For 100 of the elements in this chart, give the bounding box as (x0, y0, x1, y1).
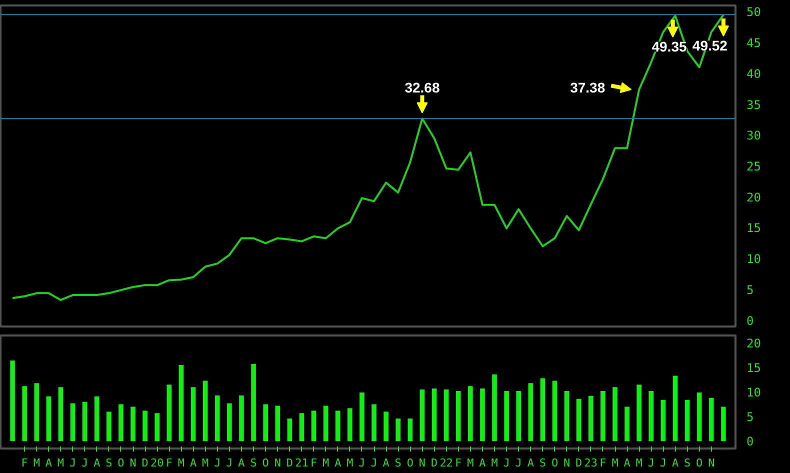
bar (468, 386, 473, 442)
x-tick-label: J (214, 456, 221, 470)
annotation: 49.52 (692, 38, 728, 54)
bar (118, 404, 124, 442)
bar (275, 406, 280, 442)
x-tick-label: M (636, 456, 643, 470)
y-tick-label: 10 (746, 252, 761, 266)
x-tick-label: F (21, 456, 28, 470)
x-tick-label: S (684, 456, 691, 470)
bar (660, 400, 666, 442)
bar (82, 402, 88, 442)
bar (384, 412, 388, 442)
x-tick-label: D (286, 456, 293, 470)
x-tick-label: N (708, 456, 715, 470)
x-tick-label: M (322, 456, 330, 470)
bar (456, 391, 461, 442)
x-tick-label: 20 (150, 456, 164, 470)
x-tick-label: A (527, 456, 534, 470)
bar (480, 388, 485, 442)
x-tick-label: O (262, 456, 269, 470)
bar (178, 364, 184, 442)
y-tick-label: 15 (746, 360, 761, 375)
bar (492, 374, 497, 442)
bar (396, 418, 401, 442)
x-tick-label: M (467, 456, 474, 470)
bar (420, 390, 425, 442)
bar (323, 406, 328, 442)
y-tick-label: 20 (746, 190, 761, 204)
bar (408, 418, 413, 442)
annotation: 49.35 (652, 38, 687, 55)
y-tick-label: 10 (746, 386, 761, 400)
y-tick-label: 35 (746, 98, 761, 112)
x-tick-label: M (57, 456, 64, 470)
x-tick-label: A (382, 456, 390, 470)
bar (202, 380, 208, 442)
bar (648, 391, 654, 442)
bar (360, 392, 364, 442)
x-tick-label: J (515, 456, 522, 470)
bar (190, 387, 196, 442)
bar (504, 391, 509, 442)
bar (22, 386, 28, 442)
y-tick-label: 5 (746, 282, 754, 297)
x-tick-label: N (274, 456, 281, 470)
x-tick-label: A (45, 456, 52, 470)
bar (130, 406, 136, 442)
x-tick-label: M (491, 456, 498, 470)
bar (600, 391, 606, 442)
y-tick-label: 0 (746, 434, 754, 449)
x-tick-label: J (358, 456, 366, 470)
x-tick-label: M (346, 456, 354, 470)
x-tick-label: M (612, 456, 619, 470)
bar (58, 387, 64, 442)
y-tick-label: 40 (746, 66, 761, 81)
x-tick-label: A (238, 456, 246, 470)
bar (10, 360, 15, 442)
x-tick-label: A (624, 456, 631, 470)
x-tick-label: A (190, 456, 197, 470)
bar (552, 380, 558, 442)
x-tick-label: S (106, 456, 112, 470)
x-tick-label: A (334, 456, 342, 470)
y-tick-label: 20 (746, 336, 761, 350)
x-tick-label: O (406, 456, 414, 470)
bar (227, 403, 232, 442)
x-tick-label: J (503, 456, 510, 470)
bar (263, 404, 268, 442)
bar (516, 391, 522, 442)
x-tick-label: O (551, 456, 558, 470)
x-tick-label: A (94, 456, 101, 470)
bar (444, 390, 449, 442)
x-tick-label: 22 (440, 456, 453, 470)
x-tick-label: N (130, 456, 136, 470)
x-tick-label: N (564, 456, 570, 470)
x-tick-label: 23 (584, 456, 598, 470)
bar (612, 387, 618, 442)
x-tick-label: S (250, 456, 257, 470)
x-tick-label: J (226, 456, 233, 470)
bar (708, 398, 714, 442)
bar (672, 376, 678, 442)
bar (251, 364, 256, 442)
bar (239, 395, 244, 442)
bar (564, 391, 570, 442)
bar (540, 378, 546, 442)
bar (636, 384, 642, 442)
x-tick-label: J (69, 456, 76, 470)
x-tick-label: A (479, 456, 486, 470)
bar (372, 404, 376, 442)
x-tick-label: A (672, 456, 679, 470)
x-tick-label: F (310, 456, 318, 470)
bar (70, 403, 76, 442)
bar (214, 395, 220, 442)
annotation: 37.38 (570, 80, 606, 96)
x-tick-label: D (576, 456, 582, 470)
y-tick-label: 50 (746, 5, 761, 20)
x-tick-label: M (178, 456, 185, 470)
bar (624, 406, 630, 442)
x-tick-label: J (660, 456, 667, 470)
x-tick-label: J (370, 456, 378, 470)
bar (432, 388, 437, 442)
bar (588, 396, 594, 442)
bar (34, 383, 40, 442)
